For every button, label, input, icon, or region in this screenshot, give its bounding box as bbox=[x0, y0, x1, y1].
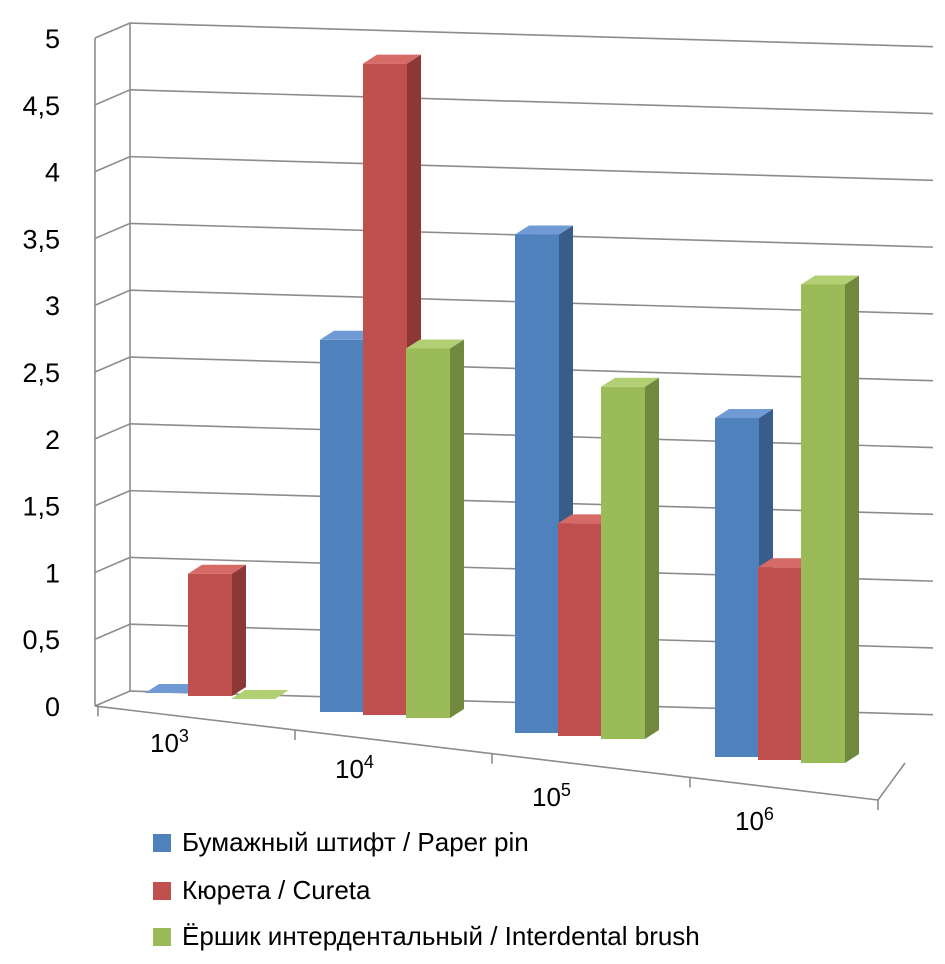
bar-top bbox=[515, 225, 573, 235]
y-tick-label: 4,5 bbox=[22, 91, 60, 121]
legend-label: Ёршик интердентальный / Interdental brus… bbox=[182, 921, 700, 951]
legend-swatch bbox=[153, 928, 171, 946]
bar-front bbox=[801, 284, 845, 764]
gridline-side bbox=[94, 423, 131, 440]
x-tick-exponent: 5 bbox=[561, 780, 571, 800]
bar-top bbox=[715, 409, 773, 419]
y-tick-label: 5 bbox=[45, 24, 60, 54]
floor-right-edge bbox=[877, 762, 906, 801]
legend: Бумажный штифт / Paper pin Кюрета / Curet… bbox=[153, 827, 700, 951]
bar-front bbox=[515, 234, 559, 733]
y-tick-label: 0,5 bbox=[22, 625, 60, 655]
legend-entry: Кюрета / Cureta bbox=[153, 875, 371, 905]
bar-top bbox=[601, 377, 659, 387]
bar-side bbox=[645, 377, 659, 740]
legend-label: Бумажный штифт / Paper pin bbox=[182, 827, 529, 857]
gridline-side bbox=[94, 155, 131, 173]
y-tick-label: 2,5 bbox=[22, 358, 60, 388]
x-tick-label: 106 bbox=[735, 804, 774, 836]
y-tick-label: 3 bbox=[45, 291, 60, 321]
bar-front bbox=[363, 63, 407, 716]
legend-label: Кюрета / Cureta bbox=[182, 875, 371, 905]
y-tick-label: 1 bbox=[45, 558, 60, 588]
gridline bbox=[129, 155, 934, 182]
bar-top bbox=[231, 690, 289, 700]
axes bbox=[94, 23, 906, 810]
gridline-side bbox=[94, 690, 131, 707]
y-tick-label: 4 bbox=[45, 158, 60, 188]
category-labels: 103 104 105 106 bbox=[150, 726, 774, 836]
bar bbox=[801, 275, 859, 764]
y-tick-label: 1,5 bbox=[22, 492, 60, 522]
gridline-side bbox=[94, 222, 131, 240]
gridline-side bbox=[94, 489, 131, 507]
gridline bbox=[129, 89, 934, 115]
bar-front bbox=[601, 386, 645, 740]
bar-front bbox=[715, 418, 759, 757]
bar-front bbox=[558, 523, 602, 737]
bar-front bbox=[758, 567, 802, 761]
y-tick-label: 3,5 bbox=[22, 224, 60, 254]
bar-side bbox=[450, 339, 464, 719]
y-tick-labels: 0 0,5 1 1,5 2 2,5 3 3,5 4 4,5 5 bbox=[22, 24, 60, 722]
bar bbox=[188, 564, 246, 697]
gridline-side bbox=[94, 22, 131, 39]
gridline-side bbox=[94, 89, 131, 106]
legend-entry: Ёршик интердентальный / Interdental brus… bbox=[153, 921, 700, 951]
bar-top bbox=[801, 275, 859, 285]
x-tick-exponent: 4 bbox=[364, 752, 374, 772]
x-axis bbox=[94, 705, 879, 801]
gridline-side bbox=[94, 289, 131, 306]
legend-swatch bbox=[153, 834, 171, 852]
gridline-side bbox=[94, 356, 131, 373]
bar-front bbox=[406, 348, 450, 719]
legend-entry: Бумажный штифт / Paper pin bbox=[153, 827, 529, 857]
x-tick-exponent: 6 bbox=[764, 804, 774, 824]
bar-top bbox=[406, 339, 464, 349]
bar bbox=[231, 690, 289, 700]
x-tick-exponent: 3 bbox=[179, 726, 189, 746]
x-tick-label: 103 bbox=[150, 726, 189, 758]
bar-front bbox=[188, 573, 232, 697]
y-tick-label: 2 bbox=[45, 425, 60, 455]
y-tick-label: 0 bbox=[45, 692, 60, 722]
x-tick-label: 105 bbox=[532, 780, 571, 812]
bar bbox=[406, 339, 464, 719]
bar-top bbox=[188, 564, 246, 574]
gridline-side bbox=[94, 623, 131, 640]
bars bbox=[145, 54, 859, 764]
legend-swatch bbox=[153, 882, 171, 900]
gridline bbox=[129, 22, 934, 48]
bar-front bbox=[320, 339, 364, 712]
x-tick-label: 104 bbox=[335, 752, 374, 784]
bar bbox=[601, 377, 659, 740]
bar-side bbox=[232, 564, 246, 697]
bar-top bbox=[363, 54, 421, 64]
bar-side bbox=[845, 275, 859, 764]
gridline-side bbox=[94, 556, 131, 574]
